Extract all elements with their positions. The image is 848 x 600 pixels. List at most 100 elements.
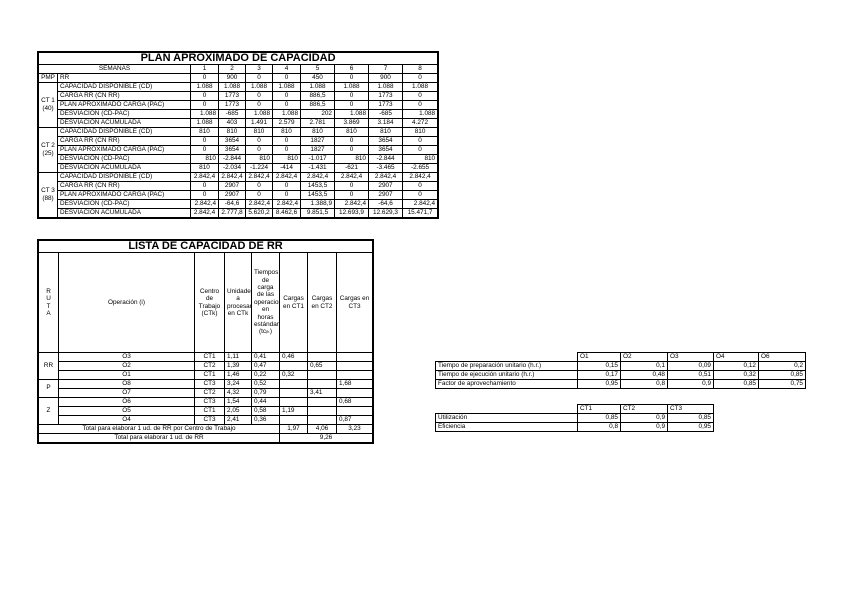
cell-value: 0,52: [251, 379, 280, 389]
row-label: Factor de aprovechamiento: [435, 379, 578, 389]
table-row: Tiempo de preparación unitario (h.r.) 0,1…: [435, 361, 806, 371]
lista-title: LISTA DE CAPACIDAD DE RR: [37, 240, 374, 253]
week-header: 3: [245, 64, 273, 74]
cell-value: 0: [190, 190, 219, 200]
cell-value: 1773: [368, 91, 403, 101]
cell-value: 1.088: [401, 82, 439, 92]
cell-value: 2.842,4: [245, 172, 273, 182]
cell-value: -2.844: [218, 154, 246, 164]
cell-value: 0: [272, 136, 301, 146]
cell-value: [335, 406, 374, 416]
table-row: DESVIACION ACUMULADA 810 -2.034 -1.224 -414-…: [39, 163, 439, 173]
column-header: CT2: [620, 404, 668, 414]
row-label: CARGA RR (CN RR): [57, 91, 191, 101]
column-header: Cargas en CT3: [335, 252, 374, 353]
cell-value: 0: [272, 190, 301, 200]
cell-value: CT1: [194, 370, 225, 380]
row-label: DESVIACION (CD-PAC): [57, 199, 191, 209]
cell-value: 810: [190, 154, 219, 164]
cell-value: 4.272: [401, 118, 439, 128]
cell-value: 0: [334, 100, 369, 110]
cell-value: [279, 397, 308, 407]
cell-value: 0: [190, 91, 219, 101]
cell-value: 4,32: [224, 388, 252, 398]
cell-value: 0,85: [667, 413, 714, 423]
column-header: Operación (i): [58, 252, 195, 353]
cell-value: 0: [272, 100, 301, 110]
cell-value: 1,11: [224, 352, 252, 362]
cell-value: 0: [272, 73, 301, 83]
table-row: O2 CT2 1,39 0,47 0,65: [39, 361, 374, 371]
column-header: O3: [667, 352, 714, 362]
row-label: PLAN APROXIMADO CARGA (PAC): [57, 145, 191, 155]
cell-value: 2,41: [224, 415, 252, 425]
cell-value: 0: [190, 181, 219, 191]
cell-value: 900: [218, 73, 246, 83]
row-label: DESVIACION ACUMULADA: [57, 208, 191, 218]
row-label: DESVIACION ACUMULADA: [57, 163, 191, 173]
cell-value: 0: [245, 100, 273, 110]
row-label: CAPACIDAD DISPONIBLE (CD): [57, 127, 191, 137]
cell-value: 2907: [218, 181, 246, 191]
cell-value: [279, 388, 308, 398]
cell-value: 3.184: [368, 118, 403, 128]
cell-value: 810: [401, 154, 439, 164]
cell-value: 2.842,4: [401, 172, 439, 182]
cell-value: 1.088: [334, 82, 369, 92]
cell-value: 0,44: [251, 397, 280, 407]
cell-value: 0,58: [251, 406, 280, 416]
cell-value: 0,51: [667, 370, 714, 380]
table-row: DESVIACION ACUMULADA 1.088 403 1.491 2.579 2.…: [39, 118, 439, 128]
cell-value: 0: [401, 145, 439, 155]
cell-value: 810: [190, 127, 219, 137]
cell-value: 1453,5: [300, 181, 335, 191]
table-row: CT1 CT2 CT3: [436, 404, 714, 414]
cell-value: 0,65: [307, 361, 337, 371]
cell-value: [335, 352, 374, 362]
cell-value: [279, 415, 308, 425]
cell-value: 886,5: [300, 100, 335, 110]
cell-value: 0: [272, 145, 301, 155]
row-label: DESVIACION (CD-PAC): [57, 109, 191, 119]
lista-capacidad-table: LISTA DE CAPACIDAD DE RR R U T A Operació…: [36, 239, 375, 444]
cell-value: 202: [300, 109, 335, 119]
cell-value: 2.842,4: [218, 172, 246, 182]
cell-value: 0,95: [667, 422, 714, 432]
cell-value: 0: [334, 190, 369, 200]
cell-value: 0,85: [758, 370, 806, 380]
table-row: CARGA RR (CN RR) 0 1773 0 0 886,5 0 1773 0: [39, 91, 439, 101]
cell-value: 1773: [218, 91, 246, 101]
cell-value: -621: [334, 163, 369, 173]
total-value: 9,26: [278, 433, 374, 443]
cell-value: 0: [334, 91, 369, 101]
column-header: O1: [577, 352, 621, 362]
column-header: O2: [620, 352, 668, 362]
table-row: P O8 CT3 3,24 0,52 1,68: [38, 379, 374, 398]
cell-value: 1,46: [224, 370, 252, 380]
cell-value: O5: [58, 406, 195, 416]
cell-value: 0,22: [251, 370, 280, 380]
table-row: PLAN APROXIMADO CARGA (PAC) 0 3654 0 0 1827 0 3…: [39, 145, 439, 155]
cell-value: 0,41: [251, 352, 280, 362]
cell-value: 886,5: [300, 91, 335, 101]
cell-value: 1,39: [224, 361, 252, 371]
week-header: 4: [272, 64, 301, 74]
cell-value: 0: [401, 91, 439, 101]
column-header: CT1: [577, 404, 621, 414]
cell-value: 0: [401, 190, 439, 200]
table-row: O5 CT1 2,05 0,58 1,19: [39, 406, 374, 416]
column-header: Cargas en CT2: [307, 252, 337, 353]
cell-value: -1.017: [300, 154, 335, 164]
cell-value: 0,8: [577, 422, 621, 432]
table-row: O1 O2 O3 O4 O6: [436, 352, 806, 362]
column-header: O6: [758, 352, 806, 362]
plan-aproximado-table: PLAN APROXIMADO DE CAPACIDAD SEMANAS 1 2 3 4…: [36, 51, 440, 219]
cell-value: -685: [218, 109, 246, 119]
cell-value: CT1: [194, 352, 225, 362]
cell-value: -64,6: [218, 199, 246, 209]
centros-trabajo-table: CT1 CT2 CT3 Utilización 0,85 0,9 0,85 Eficienci…: [435, 404, 714, 432]
cell-value: 1,54: [224, 397, 252, 407]
cell-value: [335, 361, 374, 371]
cell-value: 1453,5: [300, 190, 335, 200]
cell-value: 0,9: [620, 413, 668, 423]
